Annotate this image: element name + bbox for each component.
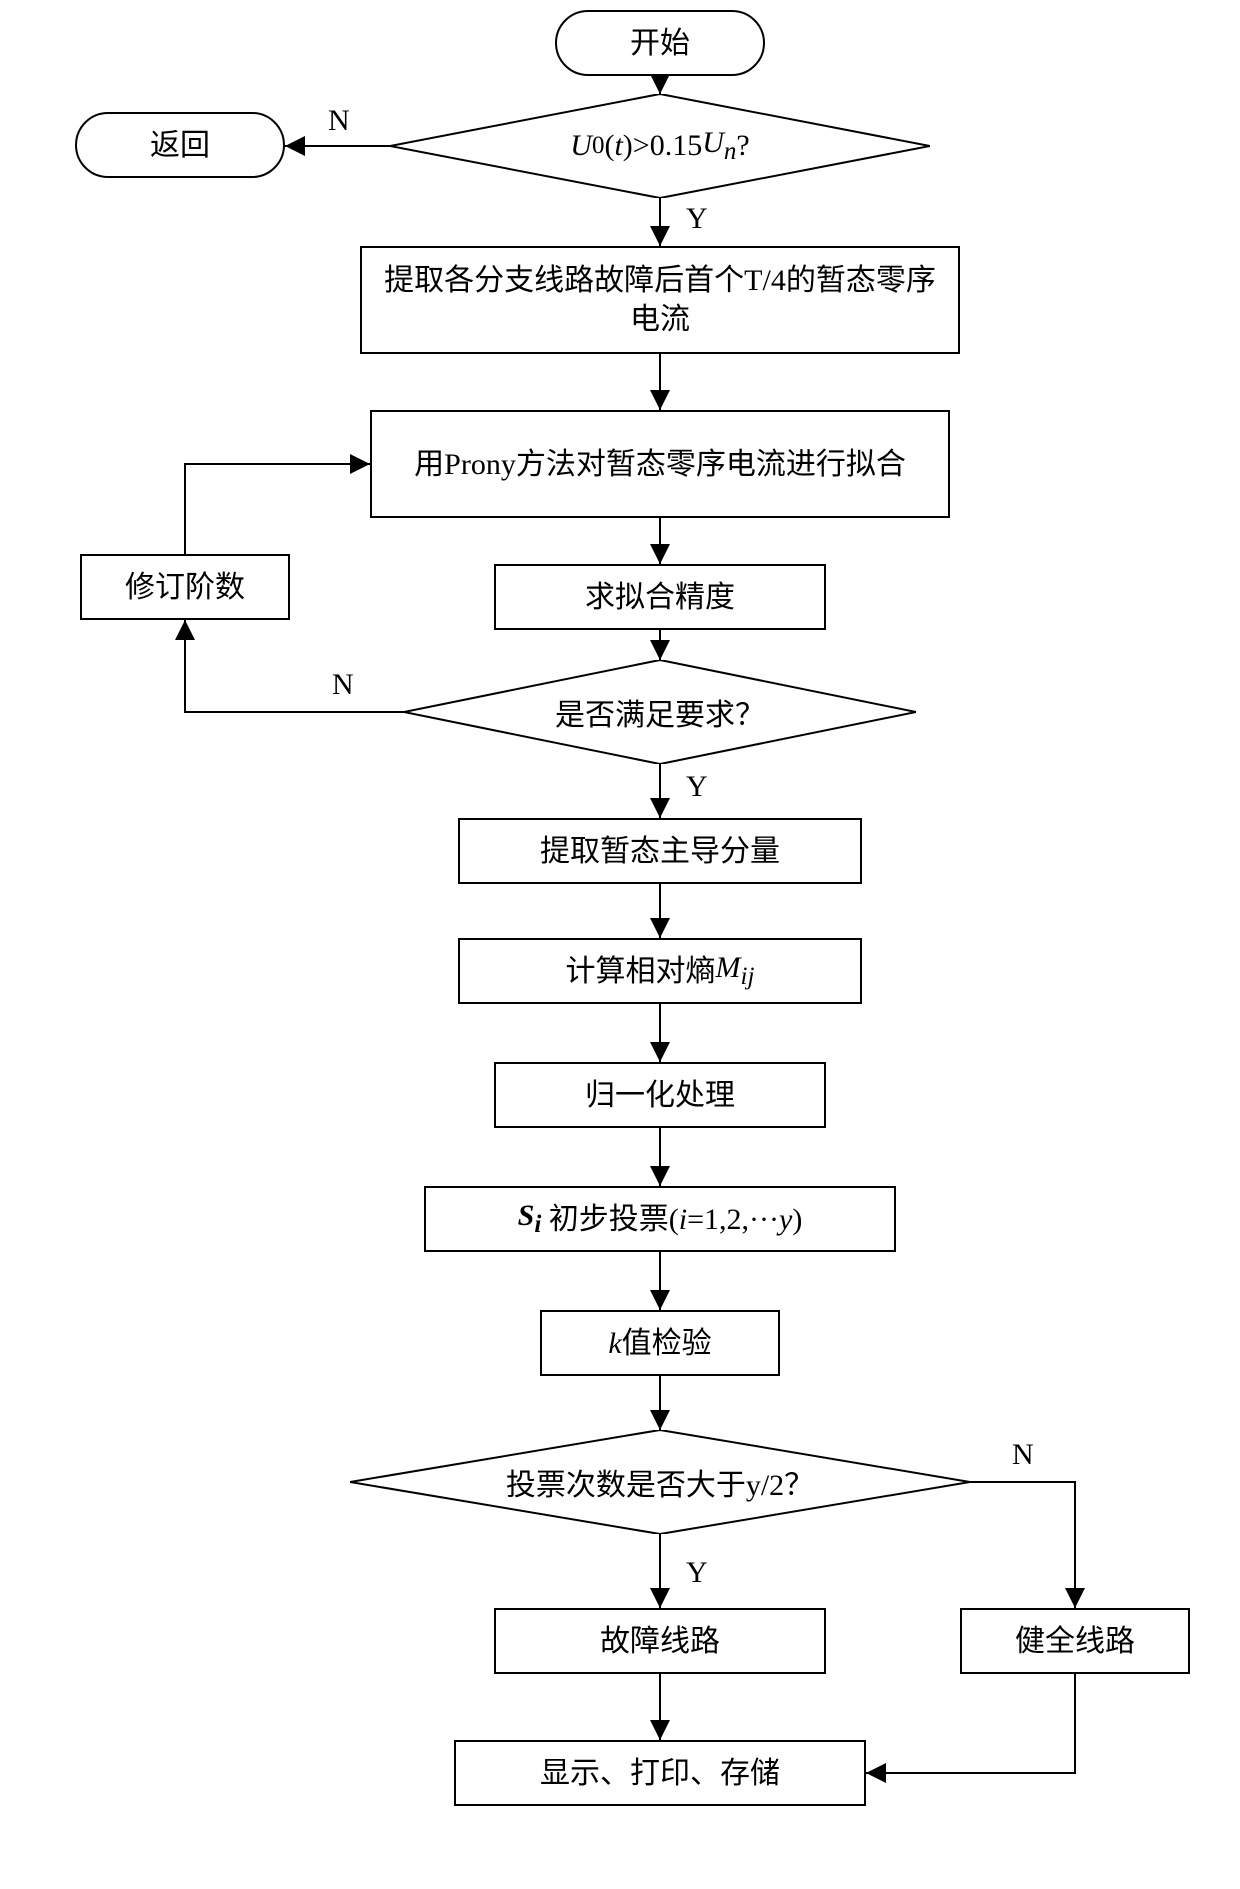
node-output: 显示、打印、存储 bbox=[454, 1740, 866, 1806]
edge-label: Y bbox=[686, 1556, 708, 1590]
edge-label: Y bbox=[686, 202, 708, 236]
node-extract: 提取各分支线路故障后首个T/4的暂态零序电流 bbox=[360, 246, 960, 354]
node-label-d1: U0(t)>0.15Un? bbox=[390, 94, 930, 198]
node-revise: 修订阶数 bbox=[80, 554, 290, 620]
node-fitacc: 求拟合精度 bbox=[494, 564, 826, 630]
node-normalize: 归一化处理 bbox=[494, 1062, 826, 1128]
node-vote: Si 初步投票(i=1,2,···y) bbox=[424, 1186, 896, 1252]
node-sound: 健全线路 bbox=[960, 1608, 1190, 1674]
node-dominant: 提取暂态主导分量 bbox=[458, 818, 862, 884]
node-label-d3: 投票次数是否大于y/2？ bbox=[350, 1430, 970, 1534]
node-fault: 故障线路 bbox=[494, 1608, 826, 1674]
node-start: 开始 bbox=[555, 10, 765, 76]
node-d1: U0(t)>0.15Un? bbox=[390, 94, 930, 198]
edge-label: N bbox=[1012, 1438, 1034, 1472]
edge-label: N bbox=[332, 668, 354, 702]
node-prony: 用Prony方法对暂态零序电流进行拟合 bbox=[370, 410, 950, 518]
node-entropy: 计算相对熵 Mij bbox=[458, 938, 862, 1004]
node-label-d2: 是否满足要求？ bbox=[404, 660, 916, 764]
edge-label: Y bbox=[686, 770, 708, 804]
edge-label: N bbox=[328, 104, 350, 138]
node-d3: 投票次数是否大于y/2？ bbox=[350, 1430, 970, 1534]
node-return: 返回 bbox=[75, 112, 285, 178]
node-kcheck: k值检验 bbox=[540, 1310, 780, 1376]
node-d2: 是否满足要求？ bbox=[404, 660, 916, 764]
